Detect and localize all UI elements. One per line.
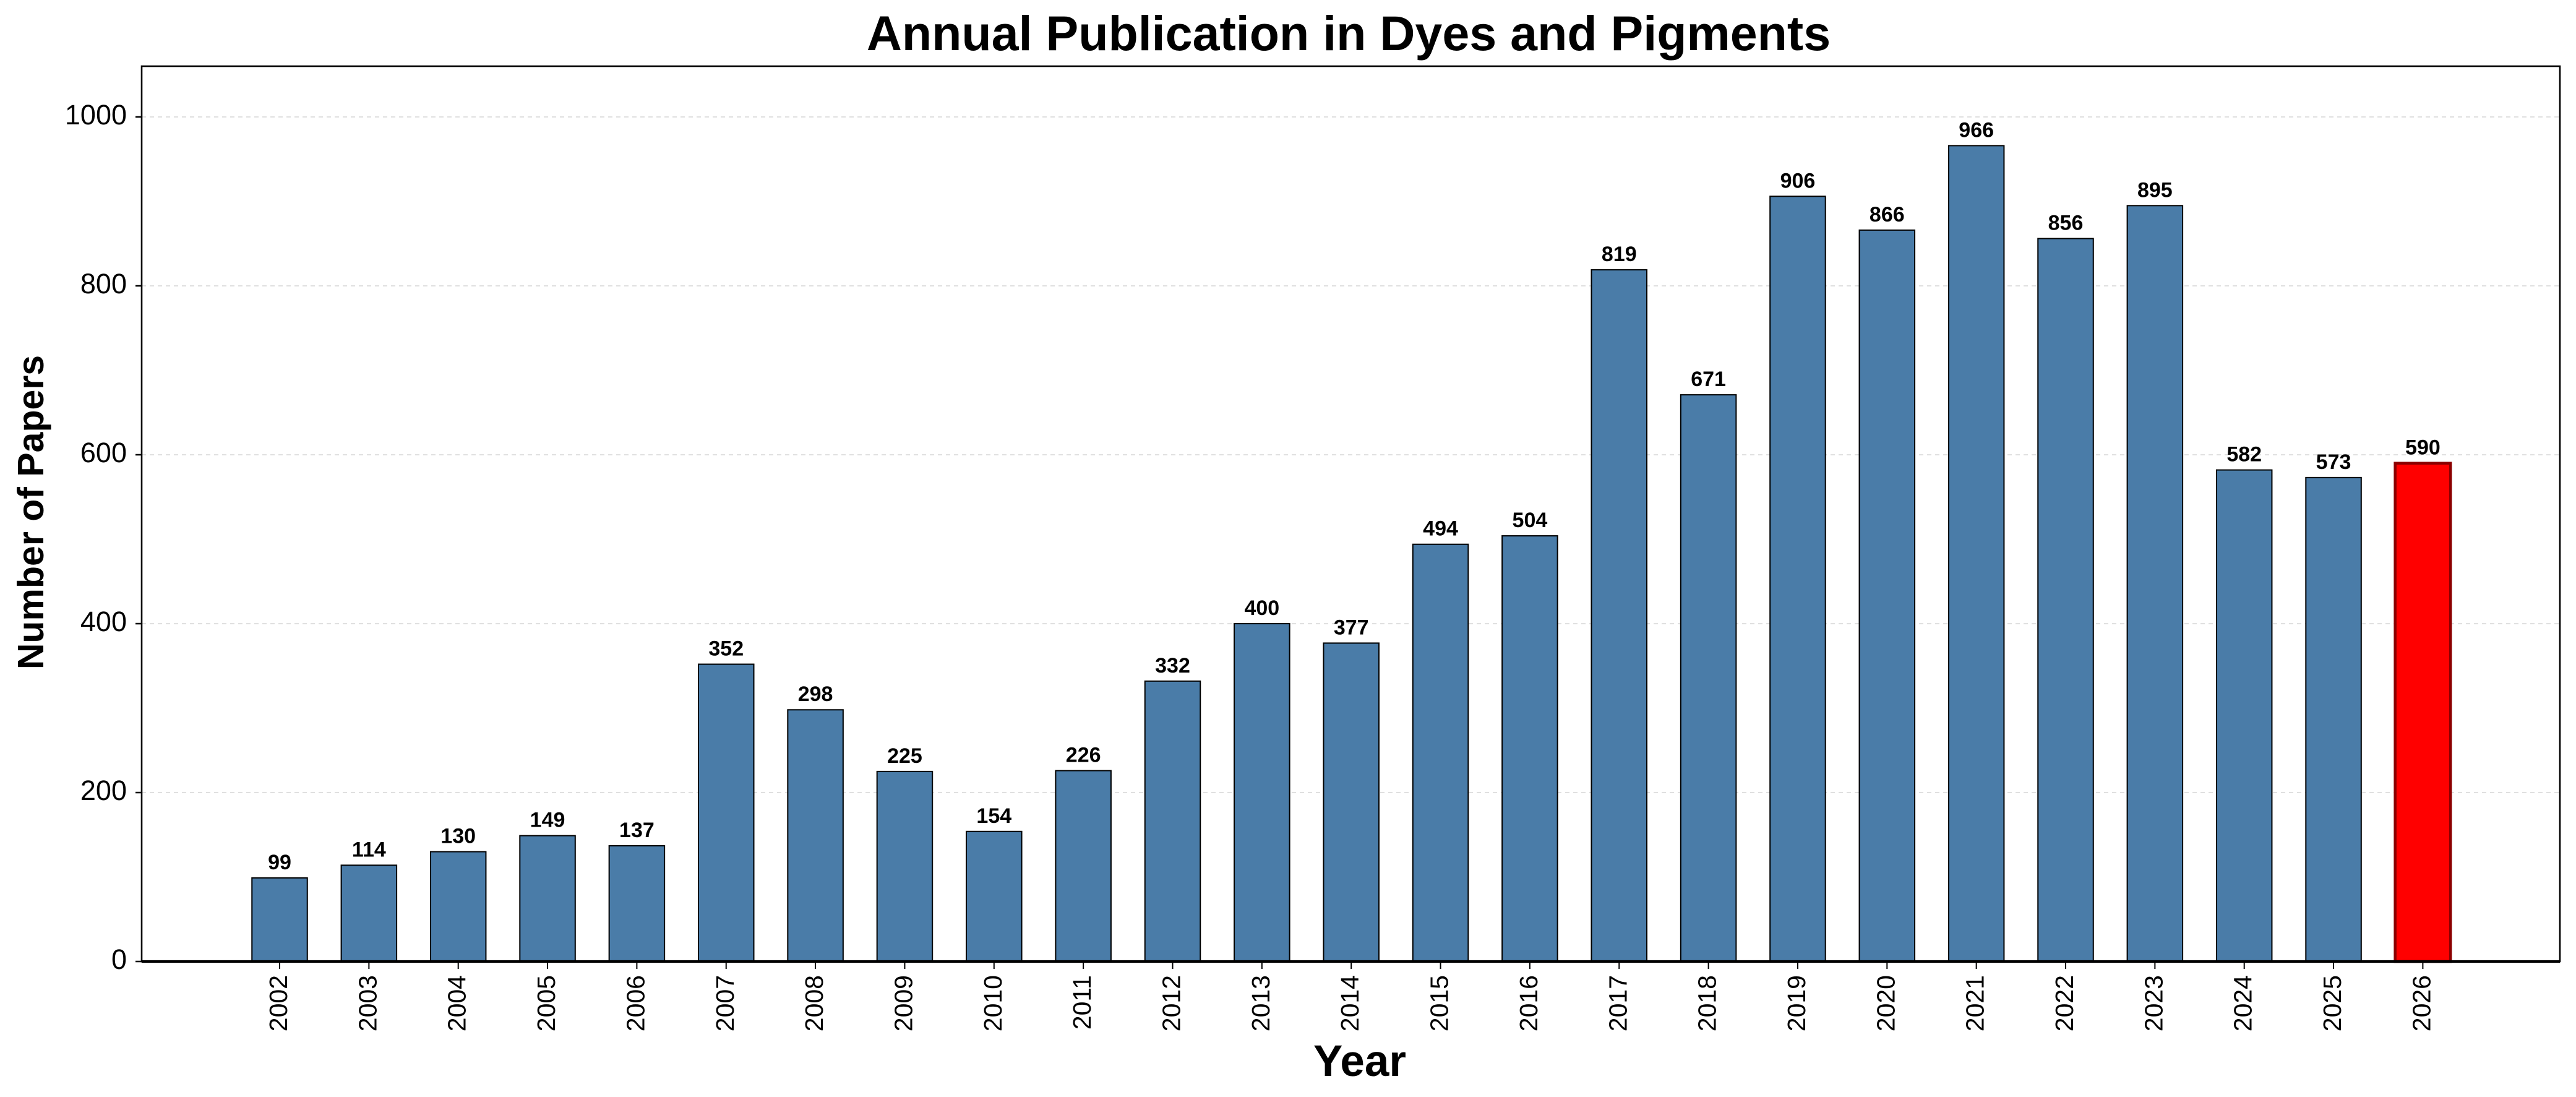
svg-text:114: 114 [352,838,386,861]
svg-text:2017: 2017 [1604,975,1632,1031]
svg-text:226: 226 [1066,744,1101,767]
svg-text:2007: 2007 [711,975,739,1031]
svg-text:2002: 2002 [264,975,293,1031]
svg-text:2022: 2022 [2050,975,2079,1031]
svg-text:2010: 2010 [979,975,1007,1031]
svg-text:856: 856 [2048,212,2084,235]
svg-text:2011: 2011 [1068,975,1096,1030]
svg-text:149: 149 [530,809,565,832]
svg-text:332: 332 [1155,654,1190,678]
svg-text:800: 800 [80,268,127,299]
svg-text:671: 671 [1691,368,1726,391]
svg-text:600: 600 [80,437,127,468]
svg-text:352: 352 [708,637,744,661]
svg-text:154: 154 [976,804,1011,828]
svg-text:494: 494 [1423,517,1458,541]
svg-text:573: 573 [2316,450,2351,474]
svg-text:Number of Papers: Number of Papers [11,355,51,669]
svg-text:400: 400 [1244,596,1279,620]
svg-text:2008: 2008 [800,975,828,1031]
svg-text:2016: 2016 [1514,975,1543,1031]
svg-text:200: 200 [80,775,127,806]
svg-text:582: 582 [2226,443,2262,467]
svg-text:2018: 2018 [1693,975,1722,1031]
svg-text:966: 966 [1959,118,1994,142]
svg-text:2014: 2014 [1336,975,1364,1031]
svg-text:2004: 2004 [443,975,471,1031]
svg-text:377: 377 [1334,616,1369,639]
svg-text:2006: 2006 [621,975,650,1031]
svg-text:400: 400 [80,606,127,637]
svg-text:2024: 2024 [2229,975,2257,1031]
svg-text:298: 298 [798,682,833,706]
svg-text:2005: 2005 [532,975,560,1031]
svg-text:895: 895 [2137,178,2173,202]
svg-text:2026: 2026 [2407,975,2436,1031]
svg-text:Year: Year [1313,1037,1406,1086]
svg-text:2013: 2013 [1247,975,1275,1031]
svg-text:1000: 1000 [65,99,127,131]
svg-text:2025: 2025 [2318,975,2346,1031]
svg-text:906: 906 [1780,169,1816,192]
svg-text:819: 819 [1602,243,1637,266]
svg-text:2015: 2015 [1425,975,1454,1031]
svg-text:2023: 2023 [2139,975,2168,1031]
svg-text:504: 504 [1513,509,1548,532]
svg-text:0: 0 [111,944,127,975]
svg-text:137: 137 [619,819,655,842]
svg-text:2012: 2012 [1157,975,1186,1031]
svg-text:866: 866 [1870,203,1905,226]
svg-text:2019: 2019 [1782,975,1811,1031]
svg-text:2009: 2009 [889,975,917,1031]
svg-text:Annual Publication in Dyes and: Annual Publication in Dyes and Pigments [867,6,1831,61]
svg-text:2003: 2003 [353,975,382,1031]
svg-text:2021: 2021 [1961,975,1990,1031]
svg-text:2020: 2020 [1871,975,1900,1031]
svg-text:225: 225 [887,744,922,768]
svg-text:590: 590 [2405,436,2441,460]
svg-text:99: 99 [268,851,291,874]
svg-text:130: 130 [440,825,476,848]
